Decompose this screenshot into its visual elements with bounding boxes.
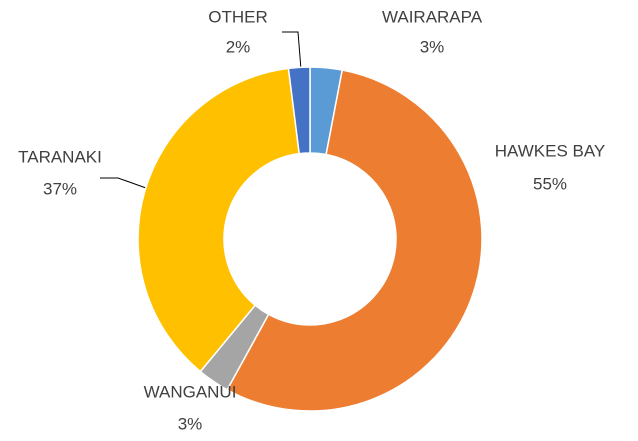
category-label: OTHER (208, 7, 268, 26)
value-label: 55% (533, 174, 567, 193)
value-label: 2% (226, 37, 251, 56)
category-label: WANGANUI (144, 382, 237, 401)
category-label: WAIRARAPA (382, 7, 483, 26)
leader-line (282, 31, 303, 83)
donut-slice (287, 66, 311, 155)
category-label: HAWKES BAY (495, 141, 606, 160)
donut-slice (137, 67, 301, 373)
value-label: 37% (43, 179, 77, 198)
value-label: 3% (178, 414, 203, 433)
value-label: 3% (420, 37, 445, 56)
donut-slice (226, 69, 483, 412)
category-label: TARANAKI (18, 147, 102, 166)
